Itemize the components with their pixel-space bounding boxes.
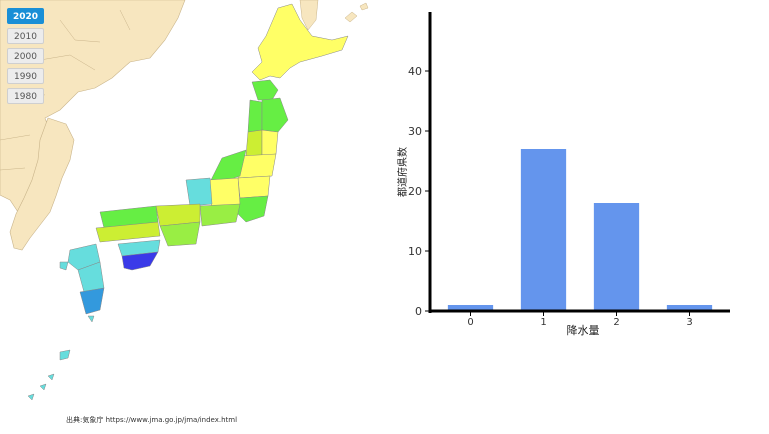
kinki-south-shape — [159, 221, 201, 247]
tohoku-akita-shape — [247, 99, 263, 133]
kyushu-west-islands-shape — [59, 261, 95, 323]
bar-3 — [666, 305, 713, 310]
year-button-2020[interactable]: 2020 — [7, 8, 44, 24]
kanto-south-shape — [235, 195, 269, 223]
x-tick-label: 1 — [540, 317, 546, 328]
prefecture-map-panel: 2020 2010 2000 1990 1980 出典:気象庁 https://www.… — [0, 0, 380, 430]
year-button-2000[interactable]: 2000 — [7, 48, 44, 64]
x-tick-label: 3 — [686, 317, 692, 328]
source-credit-text: 出典:気象庁 https://www.jma.go.jp/jma/index.h… — [66, 416, 238, 424]
year-button-1990[interactable]: 1990 — [7, 68, 44, 84]
tohoku-aomori-shape — [251, 79, 279, 101]
hokuriku-shape — [185, 177, 213, 207]
year-button-2010[interactable]: 2010 — [7, 28, 44, 44]
bar-0 — [447, 305, 494, 310]
bar-2 — [593, 203, 640, 310]
kanto-north-shape — [237, 175, 271, 199]
year-button-1980[interactable]: 1980 — [7, 88, 44, 104]
tohoku-iwate-shape — [261, 97, 289, 133]
chugoku-south-shape — [95, 221, 161, 243]
y-axis-label: 都道府県数 — [396, 147, 409, 197]
tokai-shape — [199, 203, 241, 227]
precipitation-histogram: 0 10 20 30 40 0 1 2 3 降水量 都道府県数 — [396, 12, 730, 337]
sakhalin-shape — [299, 0, 319, 31]
hokkaido-shape — [251, 3, 349, 81]
chart-axes — [428, 12, 730, 313]
kuril-islands-shape — [344, 2, 369, 23]
kyushu-south-shape — [79, 287, 105, 315]
y-tick-label: 30 — [408, 125, 422, 138]
kochi-shape — [121, 251, 159, 271]
x-tick-label: 2 — [613, 317, 619, 328]
y-tick-label: 10 — [408, 245, 422, 258]
japan-choropleth-map — [0, 0, 369, 401]
y-tick-label: 40 — [408, 65, 422, 78]
histogram-panel: 0 10 20 30 40 0 1 2 3 降水量 都道府県数 — [390, 0, 769, 430]
y-tick-label: 0 — [415, 305, 422, 318]
chart-bars — [447, 149, 713, 310]
korea-peninsula-shape — [9, 117, 75, 251]
tohoku-miyagi-shape — [261, 129, 279, 157]
x-axis-label: 降水量 — [567, 323, 600, 337]
x-tick-label: 0 — [467, 317, 473, 328]
tohoku-yamagata-shape — [245, 129, 263, 157]
bar-1 — [520, 149, 567, 310]
ryukyu-islands-shape — [27, 349, 71, 401]
chart-ticks: 0 10 20 30 40 0 1 2 3 — [408, 65, 693, 328]
y-tick-label: 20 — [408, 185, 422, 198]
